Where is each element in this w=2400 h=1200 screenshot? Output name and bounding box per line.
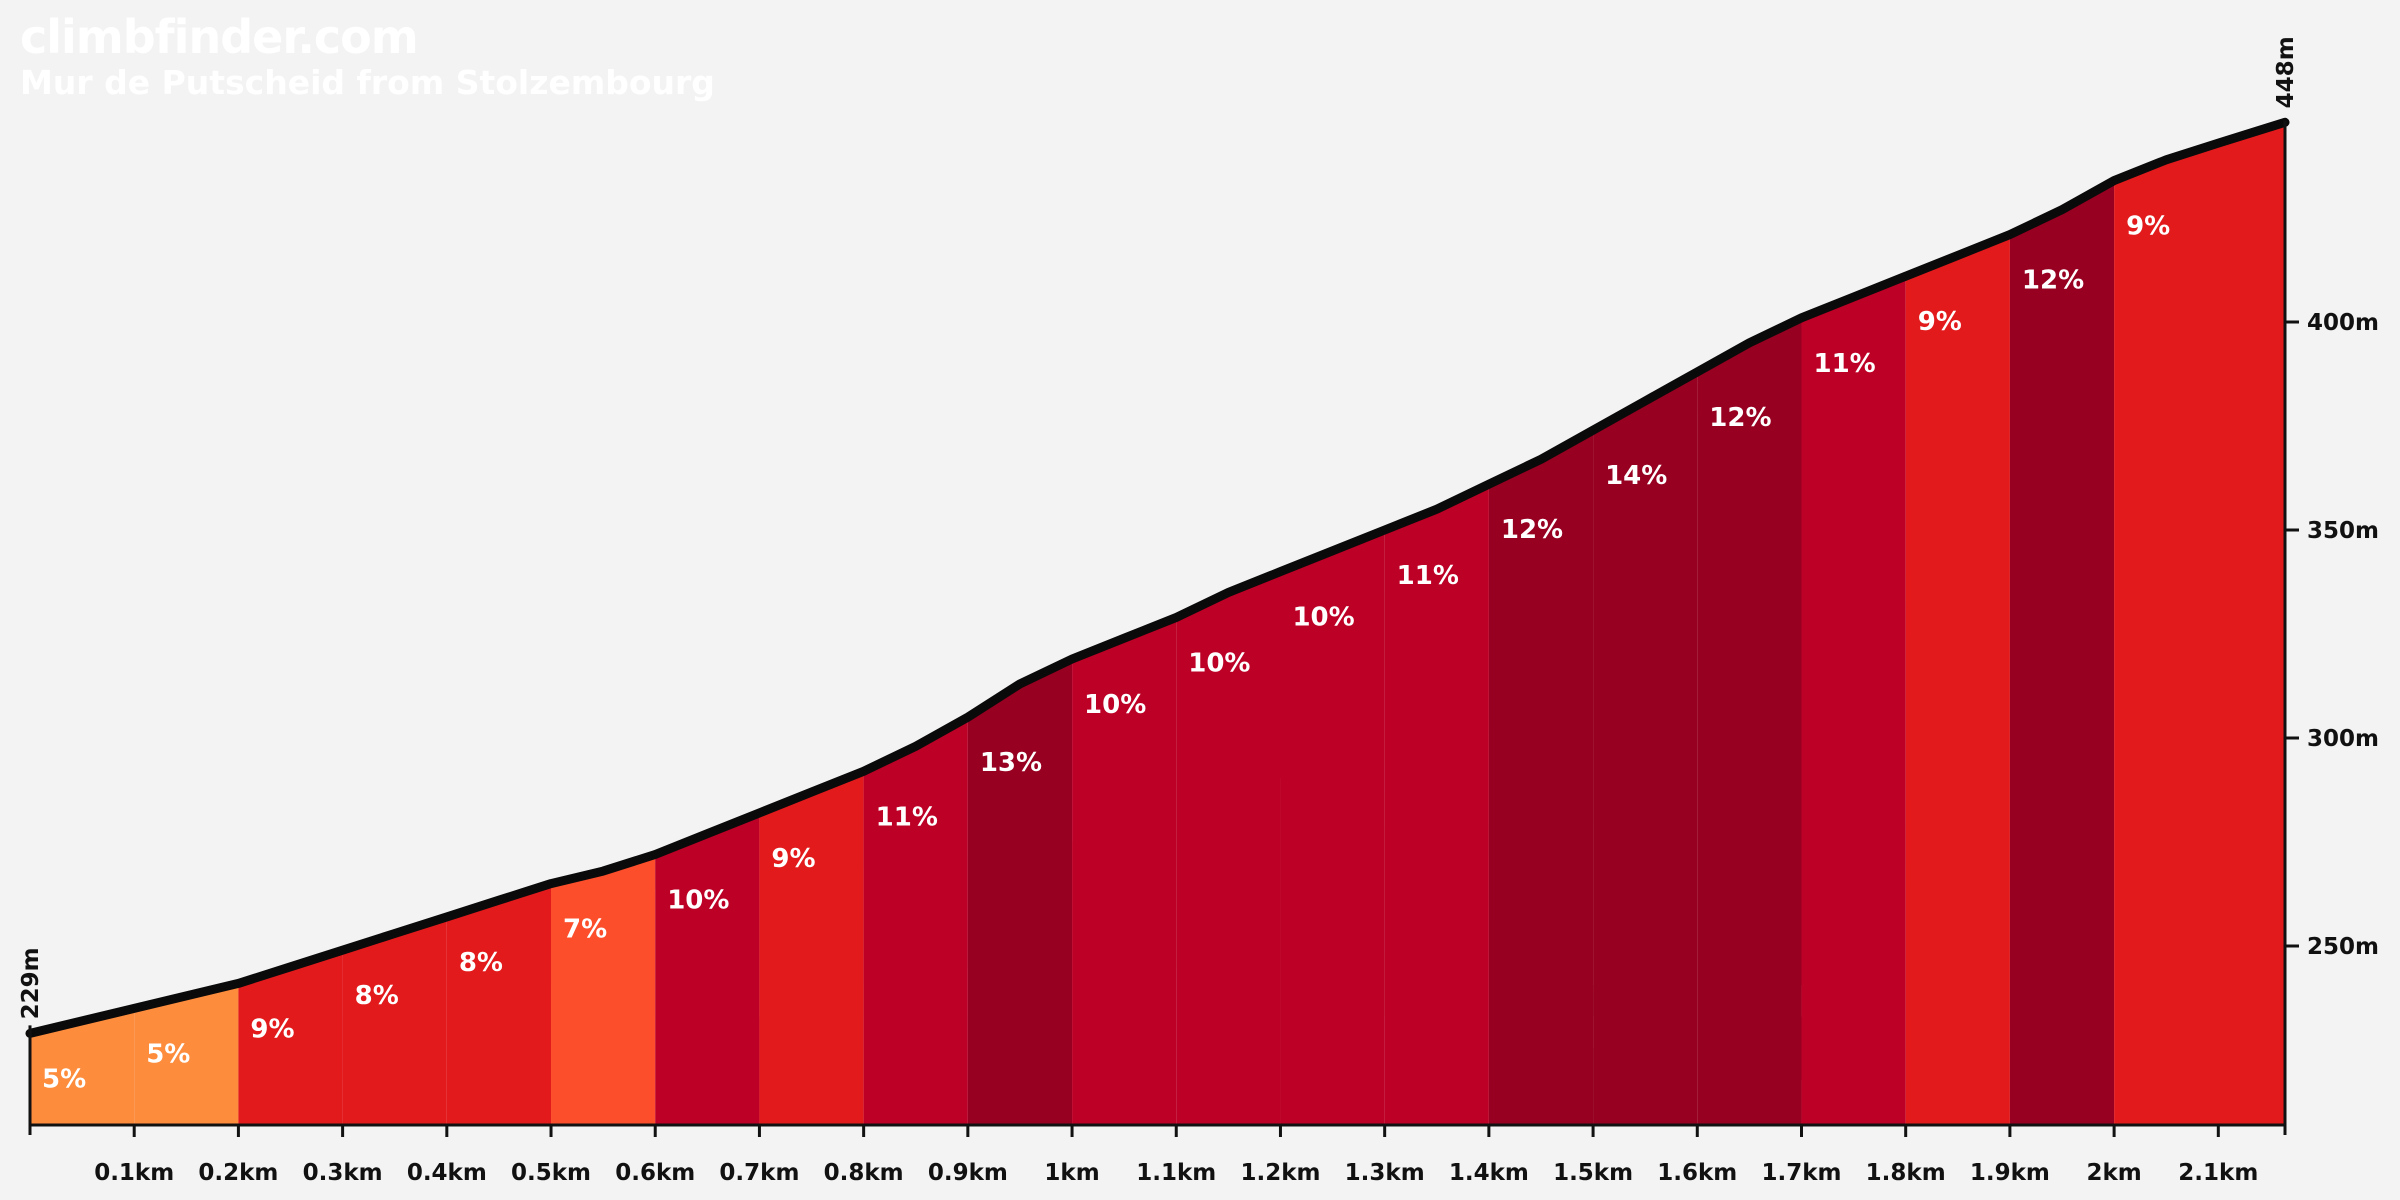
- x-tick-label-2: 0.3km: [303, 1160, 383, 1186]
- gradient-segment-4: [446, 883, 552, 1125]
- gradient-segment-7: [759, 771, 864, 1125]
- x-tick-label-0: 0.1km: [94, 1160, 174, 1186]
- y-tick-label-1: 300m: [2307, 726, 2379, 752]
- gradient-segment-9: [967, 659, 1073, 1125]
- gradient-label-16: 12%: [1709, 403, 1771, 433]
- gradient-segment-12: [1280, 530, 1385, 1125]
- start-elevation-label: 229m: [18, 947, 44, 1019]
- gradient-label-9: 13%: [980, 748, 1042, 778]
- x-tick-label-1: 0.2km: [198, 1160, 278, 1186]
- gradient-label-3: 8%: [355, 981, 399, 1011]
- x-tick-label-10: 1.1km: [1136, 1160, 1216, 1186]
- x-tick-label-15: 1.6km: [1657, 1160, 1737, 1186]
- gradient-label-0: 5%: [42, 1064, 86, 1094]
- gradient-label-2: 9%: [250, 1014, 294, 1044]
- gradient-label-14: 12%: [1501, 515, 1563, 545]
- x-tick-label-4: 0.5km: [511, 1160, 591, 1186]
- y-tick-label-0: 250m: [2307, 934, 2379, 960]
- climb-title: Mur de Putscheid from Stolzembourg: [20, 63, 715, 102]
- gradient-segment-3: [342, 916, 447, 1125]
- site-brand: climbfinder.com: [20, 10, 419, 64]
- gradient-label-20: 9%: [2126, 212, 2170, 242]
- gradient-segment-17: [1801, 276, 1906, 1125]
- gradient-label-7: 9%: [771, 844, 815, 874]
- gradient-label-17: 11%: [1813, 349, 1875, 379]
- gradient-label-19: 12%: [2022, 266, 2084, 296]
- x-tick-label-18: 1.9km: [1970, 1160, 2050, 1186]
- gradient-segment-10: [1072, 617, 1177, 1125]
- x-tick-label-5: 0.6km: [615, 1160, 695, 1186]
- gradient-segment-14: [1488, 430, 1594, 1125]
- x-tick-label-7: 0.8km: [824, 1160, 904, 1186]
- x-tick-label-3: 0.4km: [407, 1160, 487, 1186]
- y-tick-label-3: 400m: [2307, 310, 2379, 336]
- gradient-labels: 5% 5% 9% 8% 8% 7% 10% 9% 11% 13% 10% 10% 10% 11% 12% 14…: [42, 212, 2170, 1095]
- axes: 0.1km 0.2km 0.3km 0.4km 0.5km 0.6km 0.7km 0.8km…: [18, 36, 2379, 1186]
- gradient-segment-0: [30, 1008, 135, 1125]
- elevation-profile-line: [25, 117, 2290, 1038]
- gradient-segment-18: [1905, 234, 2010, 1126]
- y-tick-label-2: 350m: [2307, 518, 2379, 544]
- x-tick-label-6: 0.7km: [719, 1160, 799, 1186]
- gradient-segment-1: [134, 983, 239, 1125]
- gradient-segment-6: [655, 812, 760, 1125]
- gradient-segment-11: [1176, 571, 1281, 1125]
- x-tick-label-17: 1.8km: [1866, 1160, 1946, 1186]
- gradient-segment-2: [238, 950, 343, 1125]
- gradient-segment-13: [1384, 484, 1489, 1125]
- gradient-label-12: 10%: [1292, 603, 1354, 633]
- gradient-segment-20: [2114, 122, 2285, 1126]
- x-tick-label-12: 1.3km: [1345, 1160, 1425, 1186]
- gradient-label-15: 14%: [1605, 461, 1667, 491]
- gradient-segment-5: [551, 854, 656, 1125]
- x-tick-label-14: 1.5km: [1553, 1160, 1633, 1186]
- x-tick-label-20: 2.1km: [2178, 1160, 2258, 1186]
- gradient-segment-16: [1697, 317, 1802, 1125]
- x-tick-label-11: 1.2km: [1240, 1160, 1320, 1186]
- gradient-segment-15: [1593, 371, 1698, 1125]
- gradient-label-1: 5%: [146, 1039, 190, 1069]
- gradient-label-8: 11%: [876, 802, 938, 832]
- gradient-label-11: 10%: [1188, 648, 1250, 678]
- x-tick-label-19: 2km: [2086, 1160, 2141, 1186]
- gradient-segments: [30, 122, 2285, 1126]
- gradient-label-6: 10%: [667, 885, 729, 915]
- x-tick-label-16: 1.7km: [1761, 1160, 1841, 1186]
- x-tick-label-8: 0.9km: [928, 1160, 1008, 1186]
- gradient-label-18: 9%: [1918, 307, 1962, 337]
- end-elevation-label: 448m: [2273, 36, 2299, 108]
- gradient-label-10: 10%: [1084, 690, 1146, 720]
- gradient-label-5: 7%: [563, 915, 607, 945]
- gradient-segment-19: [2009, 180, 2115, 1126]
- x-tick-label-9: 1km: [1044, 1160, 1099, 1186]
- gradient-label-13: 11%: [1397, 561, 1459, 591]
- gradient-segment-8: [863, 717, 968, 1125]
- x-tick-label-13: 1.4km: [1449, 1160, 1529, 1186]
- gradient-label-4: 8%: [459, 948, 503, 978]
